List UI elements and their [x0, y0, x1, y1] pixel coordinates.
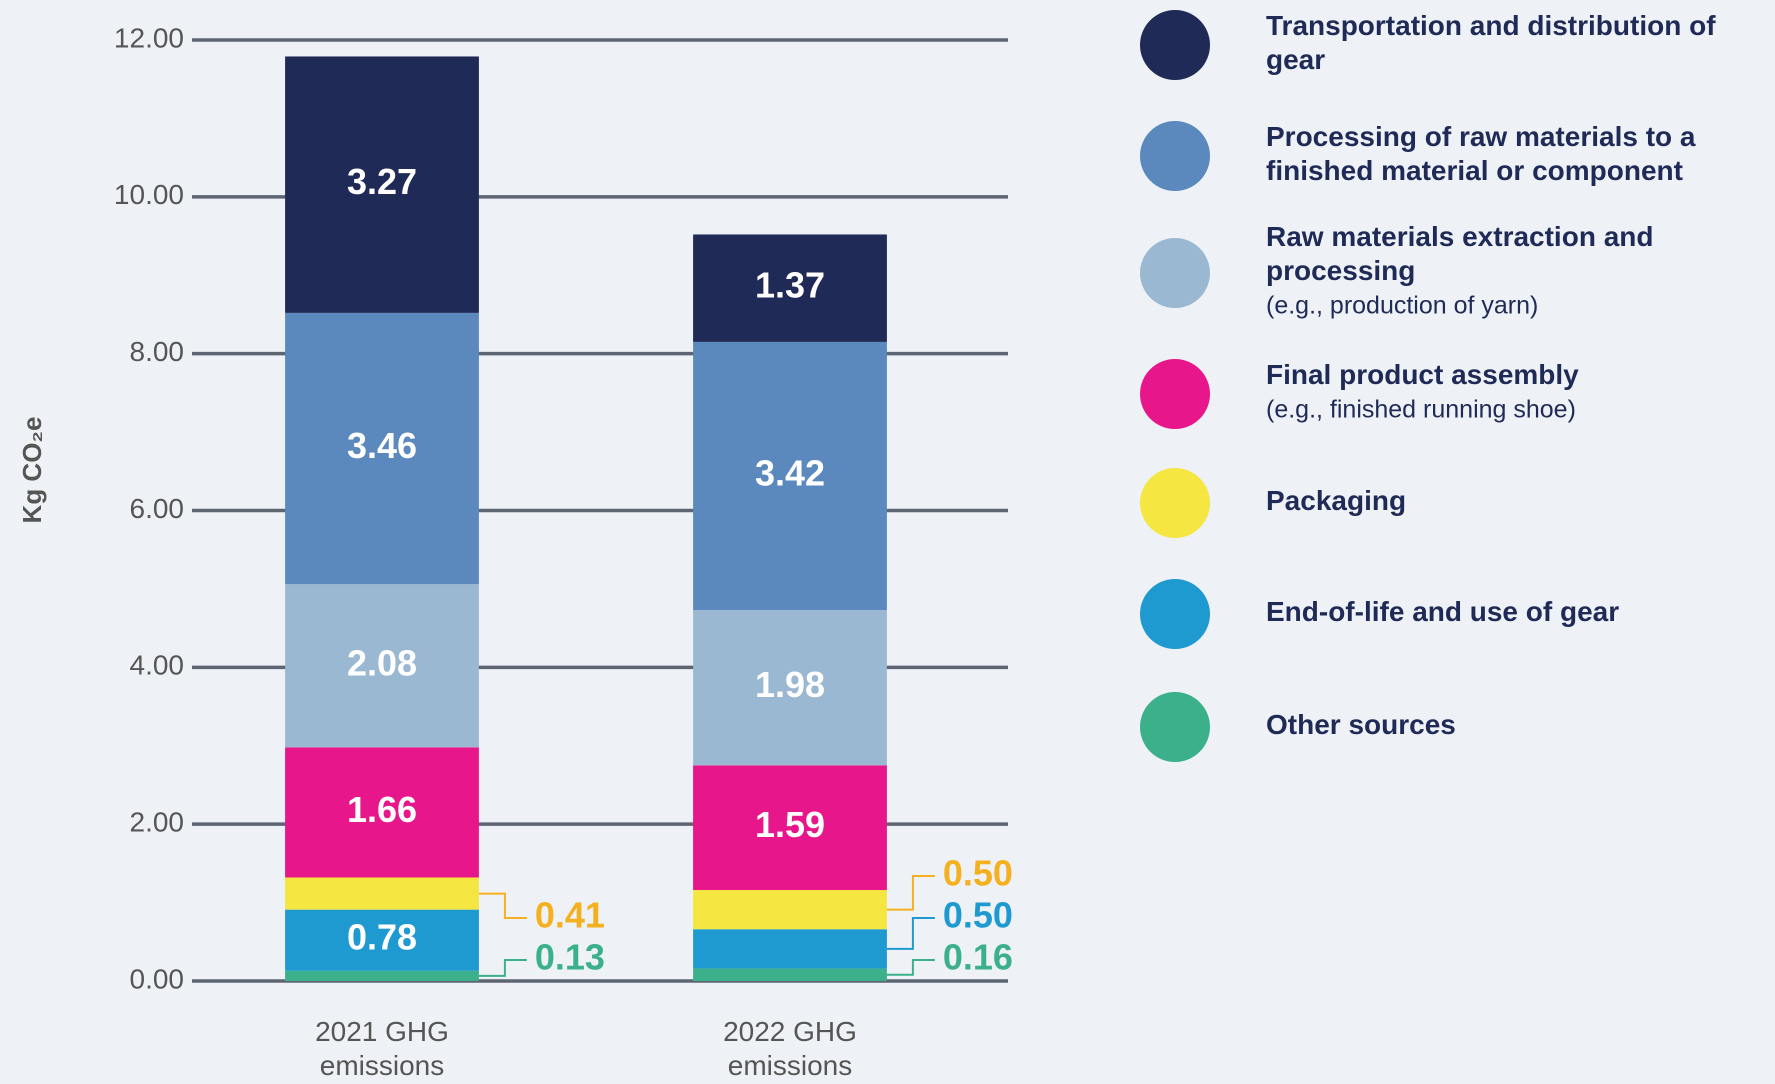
- legend-note: (e.g., production of yarn): [1266, 292, 1538, 320]
- bar-segment: [693, 610, 887, 766]
- x-tick-label: 2021 GHGemissionsintensity: [315, 1016, 449, 1084]
- legend-swatch: [1140, 359, 1210, 429]
- y-tick-label: 6.00: [130, 493, 185, 524]
- bar-segment: [285, 747, 479, 878]
- legend-label: End-of-life and use of gear: [1266, 596, 1619, 627]
- bar-segment: [285, 56, 479, 313]
- value-label: 2.08: [347, 642, 417, 683]
- y-tick-label: 4.00: [130, 650, 185, 681]
- value-label: 0.78: [347, 917, 417, 958]
- legend-label: Transportation and distribution of gear: [1266, 10, 1716, 75]
- y-tick-label: 12.00: [114, 22, 184, 53]
- legend-swatch: [1140, 10, 1210, 80]
- bar-segment: [285, 584, 479, 748]
- value-label: 1.37: [755, 265, 825, 306]
- leader-line: [886, 917, 935, 950]
- bar-segment: [693, 929, 887, 969]
- leader-line: [478, 959, 527, 977]
- y-tick-label: 8.00: [130, 336, 185, 367]
- legend-label: Other sources: [1266, 709, 1456, 740]
- value-label: 1.98: [755, 664, 825, 705]
- bar-segment: [285, 312, 479, 585]
- leader-line: [478, 892, 527, 919]
- value-label: 3.46: [347, 425, 417, 466]
- value-label: 0.41: [535, 895, 605, 936]
- leader-line: [886, 875, 935, 911]
- value-label: 0.16: [943, 937, 1013, 978]
- y-tick-label: 10.00: [114, 179, 184, 210]
- legend-label: Raw materials extraction and processing: [1266, 221, 1653, 286]
- value-label: 3.27: [347, 161, 417, 202]
- legend-note: (e.g., finished running shoe): [1266, 396, 1576, 424]
- legend-swatch: [1140, 579, 1210, 649]
- value-label: 1.66: [347, 789, 417, 830]
- x-tick-label: 2022 GHGemissionsintensity: [723, 1016, 857, 1084]
- bar-segment: [693, 890, 887, 930]
- legend-label: Packaging: [1266, 485, 1406, 516]
- legend-swatch: [1140, 692, 1210, 762]
- bar-segment: [693, 765, 887, 891]
- bar-segment: [285, 877, 479, 910]
- y-tick-label: 0.00: [130, 963, 185, 994]
- legend-swatch: [1140, 121, 1210, 191]
- value-label: 0.13: [535, 937, 605, 978]
- legend-label: Final product assembly: [1266, 359, 1579, 390]
- legend-swatch: [1140, 238, 1210, 308]
- bar-segment: [693, 234, 887, 342]
- legend-swatch: [1140, 468, 1210, 538]
- bar-segment: [285, 909, 479, 971]
- legend-label: Processing of raw materials to a finished…: [1266, 121, 1696, 186]
- value-label: 0.50: [943, 895, 1013, 936]
- y-tick-label: 2.00: [130, 807, 185, 838]
- bar-segment: [693, 341, 887, 611]
- bar-segment: [285, 970, 479, 981]
- value-label: 0.50: [943, 853, 1013, 894]
- value-label: 1.59: [755, 804, 825, 845]
- value-label: 3.42: [755, 453, 825, 494]
- leader-line: [886, 959, 935, 976]
- y-axis-label: Kg CO₂e: [17, 417, 47, 524]
- bar-segment: [693, 968, 887, 981]
